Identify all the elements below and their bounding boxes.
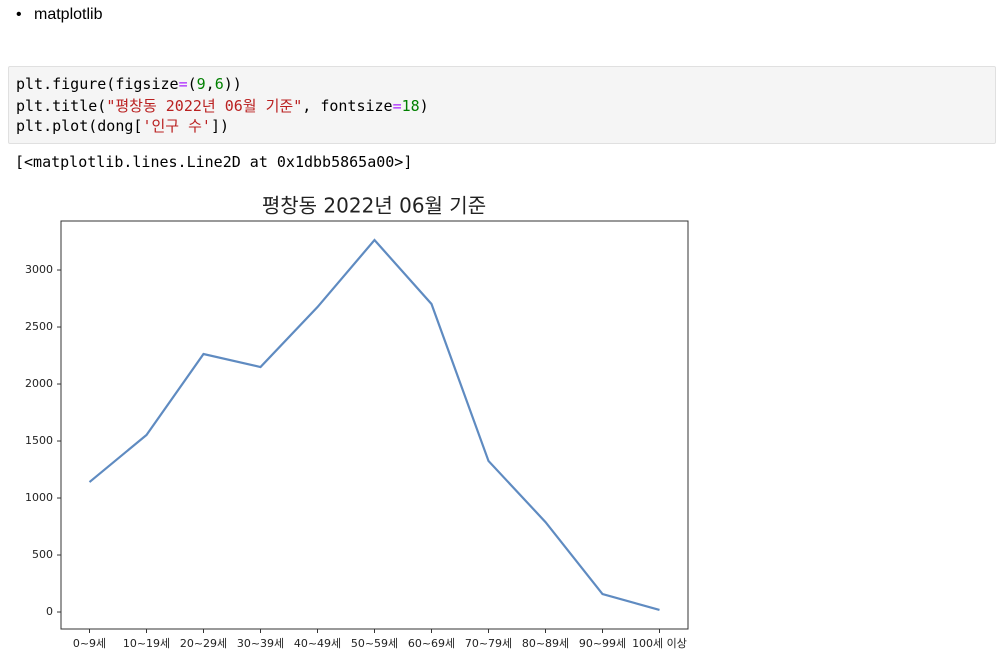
x-tick-label: 90~99세 xyxy=(579,637,626,650)
cell-output: [<matplotlib.lines.Line2D at 0x1dbb5865a… xyxy=(15,153,413,171)
code-token: = xyxy=(178,75,188,93)
code-line: plt.plot(dong['인구 수']) xyxy=(16,115,229,136)
x-tick-label: 0~9세 xyxy=(73,637,106,650)
code-token: ]) xyxy=(210,117,229,135)
code-token: ( xyxy=(187,75,197,93)
data-line xyxy=(88,238,660,612)
bullet-item: matplotlib xyxy=(16,6,103,24)
y-tick-label: 500 xyxy=(32,548,53,561)
y-tick-label: 3000 xyxy=(25,263,53,276)
x-tick-label: 30~39세 xyxy=(237,637,284,650)
code-line: plt.figure(figsize=(9,6)) xyxy=(16,75,242,93)
x-tick-label: 50~59세 xyxy=(351,637,398,650)
code-token: , xyxy=(205,75,215,93)
x-tick-label: 70~79세 xyxy=(465,637,512,650)
code-token: ) xyxy=(419,97,429,115)
code-token: 9 xyxy=(196,75,206,93)
code-token: 18 xyxy=(401,97,420,115)
chart-title: 평창동 2022년 06월 기준 xyxy=(262,194,486,218)
axes-frame xyxy=(60,220,689,630)
chart: 평창동 2022년 06월 기준 0 500 1000 1500 2000 2500 300… xyxy=(25,194,689,650)
x-tick-label: 10~19세 xyxy=(123,637,170,650)
x-tick-label: 100세 이상 xyxy=(632,637,687,650)
code-token: '인구 수' xyxy=(142,117,211,135)
y-tick-label: 0 xyxy=(46,605,53,618)
x-tick-label: 40~49세 xyxy=(294,637,341,650)
code-token: "평창동 2022년 06월 기준" xyxy=(106,97,303,115)
code-token: , fontsize xyxy=(302,97,393,115)
code-token: plt.figure(figsize xyxy=(16,75,179,93)
x-tick-label: 80~89세 xyxy=(522,637,569,650)
code-token: = xyxy=(392,97,402,115)
code-token: )) xyxy=(223,75,242,93)
x-tick-label: 20~29세 xyxy=(180,637,227,650)
y-tick-label: 2000 xyxy=(25,377,53,390)
y-tick-label: 2500 xyxy=(25,320,53,333)
code-line: plt.title("평창동 2022년 06월 기준", fontsize=1… xyxy=(16,95,429,116)
code-token: 6 xyxy=(214,75,224,93)
y-tick-label: 1000 xyxy=(25,491,53,504)
code-token: plt.title( xyxy=(16,97,107,115)
code-token: plt.plot(dong[ xyxy=(16,117,143,135)
y-tick-label: 1500 xyxy=(25,434,53,447)
code-cell[interactable]: plt.figure(figsize=(9,6)) plt.title("평창동… xyxy=(8,66,996,144)
x-tick-label: 60~69세 xyxy=(408,637,455,650)
